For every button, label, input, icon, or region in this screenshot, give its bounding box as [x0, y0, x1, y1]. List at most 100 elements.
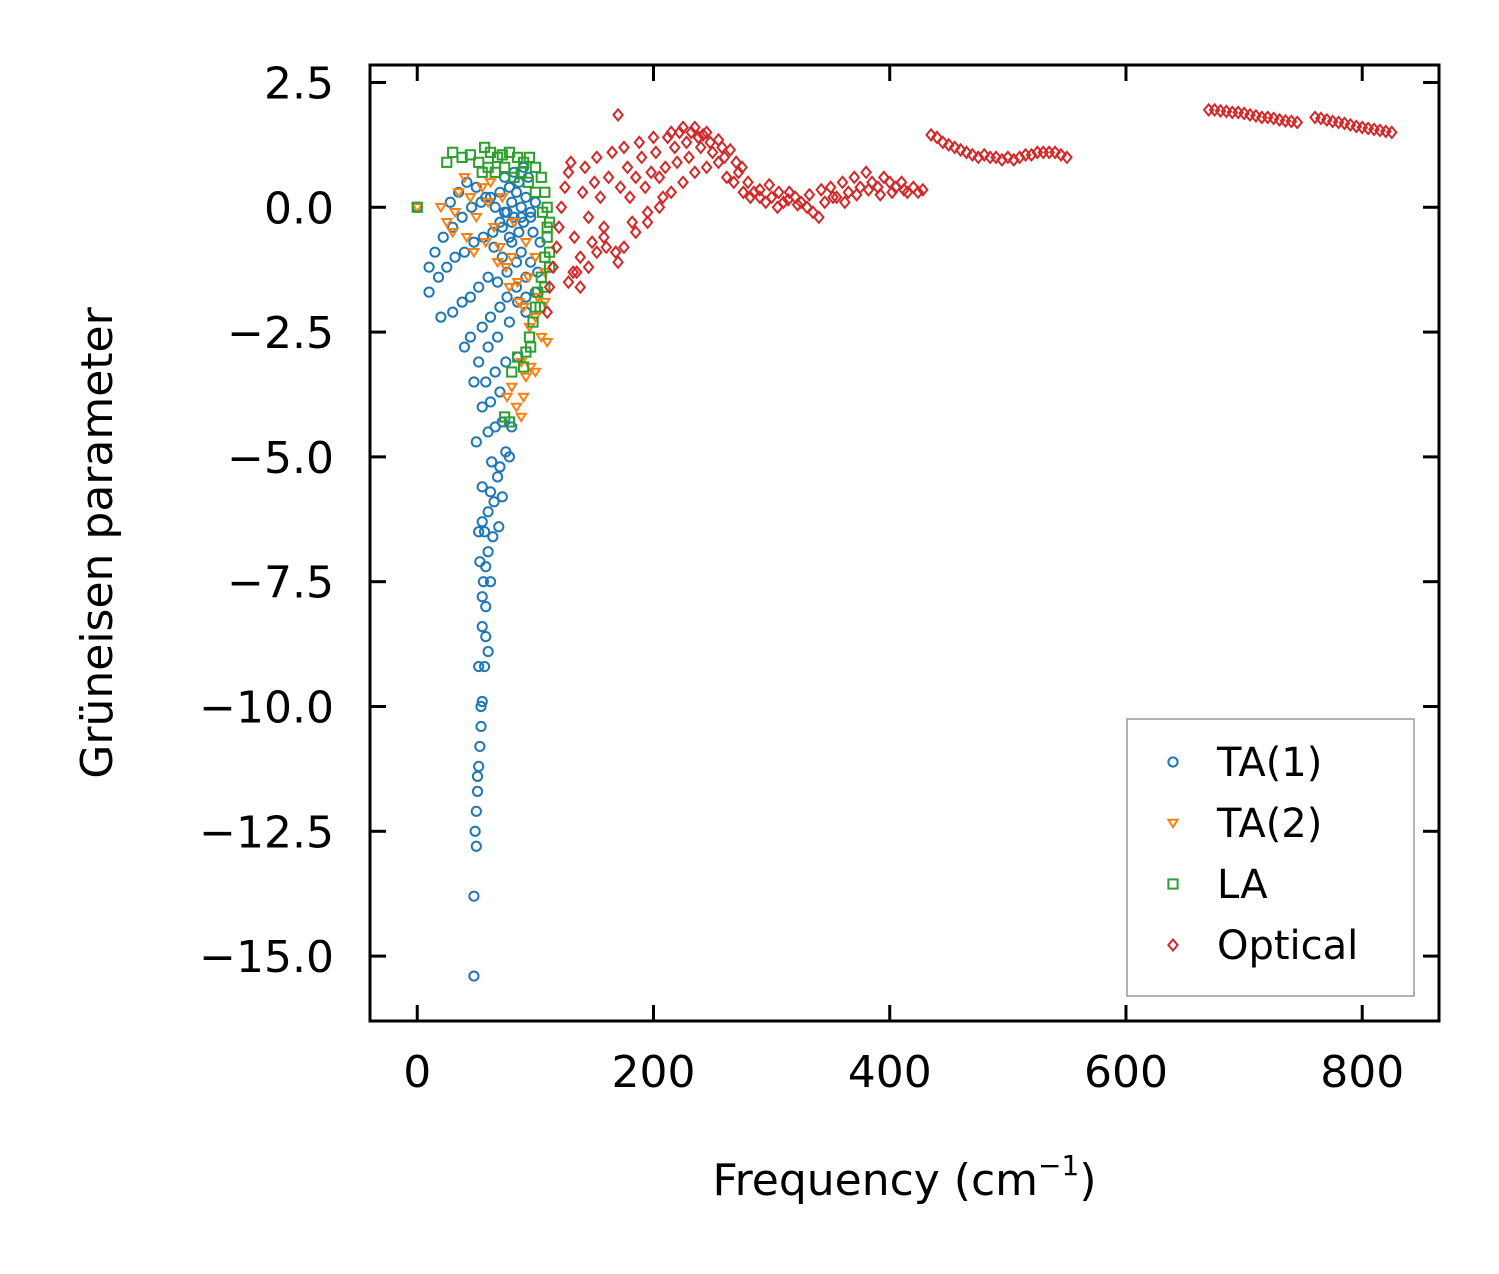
data-point-optical	[558, 180, 571, 195]
data-point-optical	[653, 170, 666, 185]
data-point-optical	[1061, 150, 1073, 165]
data-point-la	[411, 201, 423, 213]
data-point-ta-1	[470, 181, 482, 193]
data-point-ta-1	[476, 401, 488, 413]
data-point-ta-2	[517, 302, 530, 314]
legend: TA(1) TA(2) LA Optical	[1126, 718, 1415, 997]
data-point-la	[517, 361, 530, 373]
data-point-optical	[836, 175, 849, 190]
data-point-la	[539, 281, 551, 293]
data-point-optical	[576, 185, 589, 200]
data-point-optical	[807, 205, 819, 220]
data-point-ta-1	[525, 211, 537, 223]
y-tick-label: −10.0	[199, 682, 334, 733]
data-point-optical	[665, 185, 678, 200]
data-point-optical	[550, 240, 563, 255]
data-point-optical	[626, 215, 639, 230]
data-point-ta-1	[441, 261, 453, 273]
x-axis-label-superscript: −1	[1038, 1149, 1079, 1182]
data-point-ta-1	[437, 231, 449, 243]
data-point-optical	[848, 170, 861, 185]
data-point-ta-1	[488, 241, 500, 253]
data-point-optical	[1385, 125, 1398, 140]
data-point-ta-2	[507, 218, 521, 229]
data-point-optical	[990, 150, 1002, 165]
data-point-optical	[635, 150, 648, 165]
data-point-optical	[574, 250, 587, 265]
data-point-optical	[612, 255, 624, 270]
data-point-ta-1	[471, 770, 484, 782]
data-point-optical	[602, 170, 615, 185]
data-point-ta-2	[534, 332, 548, 344]
data-point-optical	[966, 147, 979, 162]
data-point-optical	[960, 145, 973, 160]
x-tick-label: 0	[403, 1047, 431, 1098]
data-point-optical	[645, 165, 658, 180]
legend-label: TA(2)	[1216, 801, 1322, 847]
data-point-ta-1	[447, 221, 459, 233]
data-point-optical	[629, 225, 642, 240]
data-point-ta-1	[464, 331, 477, 343]
data-point-optical	[668, 140, 681, 155]
x-tick-label: 800	[1320, 1047, 1404, 1098]
data-point-ta-1	[501, 206, 513, 218]
data-point-optical	[742, 175, 754, 190]
data-point-ta-1	[494, 216, 506, 228]
data-point-optical	[590, 245, 603, 260]
data-point-ta-1	[515, 201, 527, 213]
data-point-ta-2	[505, 382, 519, 394]
data-point-ta-1	[456, 211, 468, 223]
data-point-ta-1	[520, 191, 532, 203]
data-point-ta-1	[480, 376, 492, 388]
data-point-ta-2	[493, 242, 507, 254]
data-point-optical	[782, 192, 795, 207]
data-point-optical	[886, 185, 898, 200]
data-point-ta-1	[464, 291, 477, 303]
data-point-ta-1	[527, 226, 539, 238]
data-point-optical	[649, 145, 662, 160]
data-point-ta-1	[476, 621, 488, 633]
data-point-optical	[582, 210, 595, 225]
data-point-ta-1	[475, 720, 487, 733]
data-point-ta-2	[528, 367, 542, 379]
data-point-optical	[555, 200, 568, 215]
data-point-optical	[850, 187, 863, 202]
data-point-la	[499, 161, 511, 173]
data-point-ta-2	[475, 183, 489, 194]
data-point-optical	[597, 230, 610, 245]
data-point-optical	[692, 130, 705, 145]
data-point-la	[447, 146, 459, 158]
y-tick-label: 0.0	[264, 183, 334, 234]
data-point-ta-2	[517, 392, 530, 404]
data-point-optical	[665, 125, 678, 140]
data-point-optical	[641, 215, 654, 230]
data-point-optical	[1037, 145, 1050, 160]
data-point-optical	[594, 190, 607, 205]
data-point-optical	[712, 155, 725, 170]
x-tick-label: 200	[611, 1047, 695, 1098]
data-point-ta-1	[473, 526, 485, 538]
data-point-optical	[772, 185, 785, 200]
data-point-ta-1	[473, 356, 485, 368]
data-point-optical	[588, 175, 601, 190]
data-point-optical	[694, 140, 707, 155]
data-point-optical	[718, 150, 731, 165]
data-point-ta-1	[449, 251, 461, 263]
data-point-optical	[942, 137, 955, 152]
data-point-ta-1	[529, 196, 541, 208]
data-point-optical	[639, 180, 652, 195]
y-tick-label: −7.5	[227, 558, 334, 609]
data-point-optical	[860, 165, 873, 180]
data-point-optical	[830, 190, 843, 205]
data-point-ta-2	[487, 223, 501, 234]
data-point-optical	[568, 230, 581, 245]
data-point-ta-2	[469, 213, 483, 224]
data-point-optical	[685, 125, 698, 140]
y-tick-label: −2.5	[227, 308, 334, 359]
data-point-optical	[671, 155, 684, 170]
data-point-optical	[753, 190, 766, 205]
data-point-ta-1	[494, 461, 506, 473]
data-point-optical	[1001, 150, 1014, 165]
data-point-la	[506, 366, 518, 378]
data-point-la	[529, 186, 541, 198]
